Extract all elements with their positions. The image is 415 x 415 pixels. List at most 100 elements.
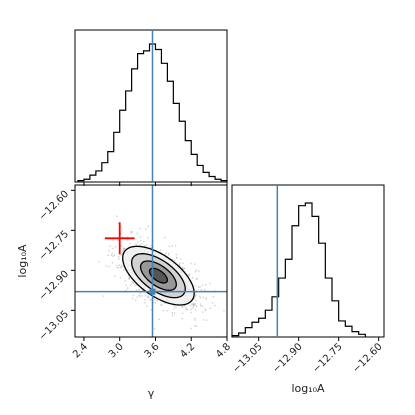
scatter-sample [141,243,143,245]
scatter-sample [120,264,122,266]
scatter-sample [185,308,188,310]
scatter-sample [171,258,174,261]
panel-joint: 2.4 3.0 3.6 4.2 4.8 −12.60 −12.75 −12.90 −13.05… [16,184,233,400]
scatter-sample [130,230,133,233]
scatter-sample [190,262,192,265]
scatter-sample [203,289,206,291]
scatter-sample [131,231,133,233]
scatter-sample [182,312,184,315]
scatter-sample [141,289,144,291]
scatter-sample [136,232,138,235]
scatter-sample [153,297,155,299]
scatter-sample [138,288,140,291]
scatter-sample [122,269,125,271]
scatter-sample [196,277,198,280]
contour-lines [122,245,195,306]
scatter-sample [128,277,130,279]
scatter-sample [193,297,196,299]
x-tick-label: 3.0 [107,341,126,360]
scatter-sample [204,309,207,312]
scatter-sample [173,305,175,307]
scatter-sample [116,264,118,267]
scatter-sample [195,269,198,272]
scatter-sample [132,282,135,284]
scatter-sample [150,298,152,300]
scatter-sample [128,274,130,277]
scatter-sample [178,263,181,266]
scatter-sample [125,284,127,286]
joint-y-ticks: −12.60 −12.75 −12.90 −13.05 [37,189,75,343]
scatter-sample [181,318,183,320]
truth-marker [149,288,156,295]
scatter-sample [194,285,196,287]
scatter-sample [195,294,197,296]
scatter-sample [194,325,196,327]
scatter-sample [209,307,212,310]
scatter-sample [153,328,156,330]
scatter-sample [164,302,166,305]
scatter-sample [167,254,170,256]
scatter-sample [139,236,142,239]
scatter-sample [120,253,123,256]
scatter-sample [194,304,196,306]
scatter-sample [128,278,130,280]
scatter-sample [190,327,192,330]
scatter-sample [117,222,119,225]
scatter-sample [192,307,194,309]
scatter-sample [122,236,124,238]
scatter-sample [199,303,202,305]
scatter-sample [181,306,183,308]
scatter-sample [192,304,195,306]
scatter-sample [186,309,189,311]
x-axis-label-gamma: γ [148,387,155,400]
scatter-sample [209,282,211,284]
scatter-sample [139,227,141,230]
scatter-sample [146,244,148,246]
scatter-sample [212,295,215,298]
scatter-sample [202,311,204,313]
scatter-sample [183,267,186,270]
scatter-sample [134,284,136,286]
hist-gamma-ticks [83,182,228,186]
scatter-sample [112,255,114,257]
scatter-sample [202,296,205,299]
scatter-sample [180,258,182,260]
scatter-sample [123,247,126,250]
scatter-sample [117,239,119,242]
scatter-sample [122,249,125,252]
panel-frame-hist-gamma [74,29,228,183]
scatter-sample [158,318,160,321]
scatter-sample [110,254,113,256]
scatter-sample [147,237,149,239]
scatter-sample [164,254,166,256]
scatter-sample [146,305,148,307]
scatter-sample [108,265,110,268]
scatter-sample [194,295,197,297]
scatter-sample [114,275,116,277]
scatter-sample [184,305,186,307]
scatter-sample [200,305,202,307]
contour-line [139,260,177,291]
scatter-sample [111,252,113,254]
hist-log10a-x-ticks: −13.05 −12.90 −12.75 −12.60 [231,337,385,375]
scatter-sample [204,308,206,310]
contour-fill [149,268,168,283]
scatter-sample [144,245,146,247]
scatter-sample [168,245,171,248]
scatter-sample [125,289,127,292]
scatter-sample [147,295,149,297]
scatter-sample [145,295,147,297]
scatter-sample [193,302,195,305]
scatter-sample [112,239,114,241]
scatter-sample [173,308,175,310]
scatter-sample [114,245,117,248]
scatter-sample [147,225,150,228]
scatter-sample [190,311,193,314]
scatter-sample [200,289,203,291]
scatter-sample [174,244,177,247]
contour-line [130,253,186,299]
scatter-sample [131,281,133,283]
scatter-sample [182,268,185,270]
scatter-sample [117,255,120,258]
x-tick-label: 2.4 [71,341,90,360]
